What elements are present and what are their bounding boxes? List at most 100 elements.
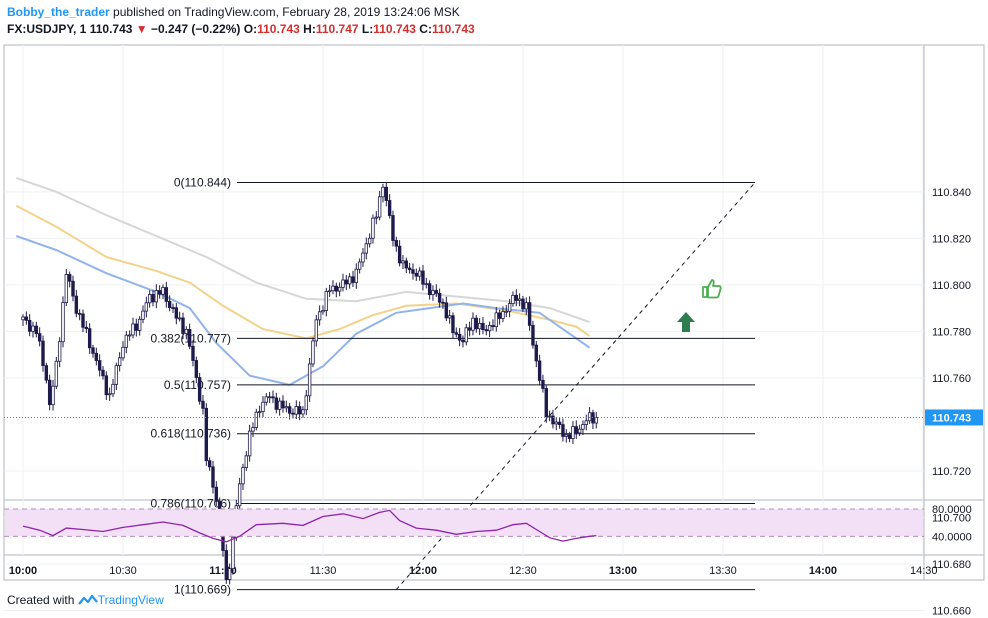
candle-body [551, 415, 555, 425]
candle [31, 321, 35, 338]
candle [27, 314, 32, 337]
candle [21, 314, 25, 327]
candle-body [61, 302, 65, 343]
candle-body [227, 568, 232, 580]
candle [431, 285, 435, 301]
candle-body [247, 430, 252, 457]
candle-body [581, 424, 585, 430]
candle [77, 309, 82, 321]
candle-body [67, 274, 72, 282]
candle [484, 324, 488, 336]
candle [224, 544, 229, 584]
candle-body [251, 427, 255, 432]
price-tick-label: 110.680 [932, 559, 971, 571]
candle-body [454, 332, 458, 335]
candle [107, 387, 112, 401]
candle [407, 262, 412, 274]
candle [291, 408, 295, 419]
candle-body [154, 290, 159, 303]
fib-retracement: 0(110.844)0.382(110.777)0.5(110.757)0.61… [150, 176, 755, 597]
candle-body [161, 287, 165, 295]
candle-body [567, 434, 572, 439]
candle [541, 374, 545, 393]
candle [561, 418, 565, 442]
candle [411, 263, 415, 280]
candle-body [394, 240, 398, 247]
candle [551, 409, 555, 429]
candle-body [254, 411, 259, 428]
candle-body [214, 486, 219, 502]
candle-body [47, 379, 52, 406]
candle-body [391, 215, 395, 241]
candle [104, 371, 109, 401]
candle [267, 391, 272, 403]
candle-body [24, 316, 29, 321]
candle-body [401, 260, 405, 264]
candle [351, 270, 355, 288]
candle-body [44, 365, 49, 381]
author-name[interactable]: Bobby_the_trader [7, 5, 110, 19]
candle [117, 352, 122, 372]
rsi-tick-label: 80.0000 [932, 504, 972, 516]
candle-body [111, 383, 115, 395]
candle-body [367, 237, 372, 245]
candle [67, 271, 72, 288]
time-tick-label: 12:00 [409, 565, 437, 577]
candle [471, 312, 475, 336]
candle-body [451, 315, 455, 334]
candle-body [507, 303, 512, 312]
candle-body [77, 312, 82, 315]
candle [571, 421, 575, 444]
candle-body [134, 323, 139, 331]
candle-body [341, 279, 345, 288]
candle-body [481, 322, 485, 330]
candle [347, 273, 352, 289]
price-tick-label: 110.840 [932, 187, 971, 199]
candle-body [387, 200, 392, 216]
candle [327, 284, 332, 297]
candle [131, 317, 135, 339]
candle-body [574, 426, 578, 434]
candle-body [264, 396, 269, 403]
candle [47, 374, 52, 411]
candle [427, 280, 432, 300]
candle [321, 305, 325, 315]
candle-body [351, 276, 355, 283]
candle-body [331, 285, 335, 292]
candle-body [51, 385, 55, 406]
candle [384, 182, 388, 207]
candle-body [301, 409, 305, 415]
candle [401, 255, 405, 270]
price-tick-label: 110.720 [932, 466, 971, 478]
candle-body [287, 406, 292, 414]
candle [404, 257, 408, 274]
candle-body [274, 397, 279, 410]
candle-body [497, 312, 502, 319]
candle-body [364, 243, 368, 254]
candle [337, 282, 342, 297]
ohlc-high: 110.747 [315, 22, 359, 36]
candle-body [54, 360, 59, 387]
candle [554, 417, 558, 431]
candle [304, 389, 309, 416]
candle [477, 318, 482, 336]
candle-body [414, 272, 418, 277]
candle-body [141, 310, 145, 320]
symbol-name[interactable]: FX:USDJPY, 1 [7, 22, 87, 36]
candle [394, 236, 398, 252]
created-with-text: Created with [7, 593, 75, 607]
candle [361, 248, 365, 267]
candle [547, 410, 552, 422]
candle [227, 563, 232, 585]
candle-body [157, 290, 162, 295]
tradingview-brand[interactable]: TradingView [97, 593, 164, 607]
candle [271, 390, 275, 404]
candle [437, 288, 442, 308]
candle-body [321, 310, 325, 313]
candle-body [511, 294, 515, 305]
candle [87, 323, 92, 355]
candle-body [41, 340, 45, 367]
candle-body [124, 334, 129, 348]
candle [494, 307, 498, 332]
